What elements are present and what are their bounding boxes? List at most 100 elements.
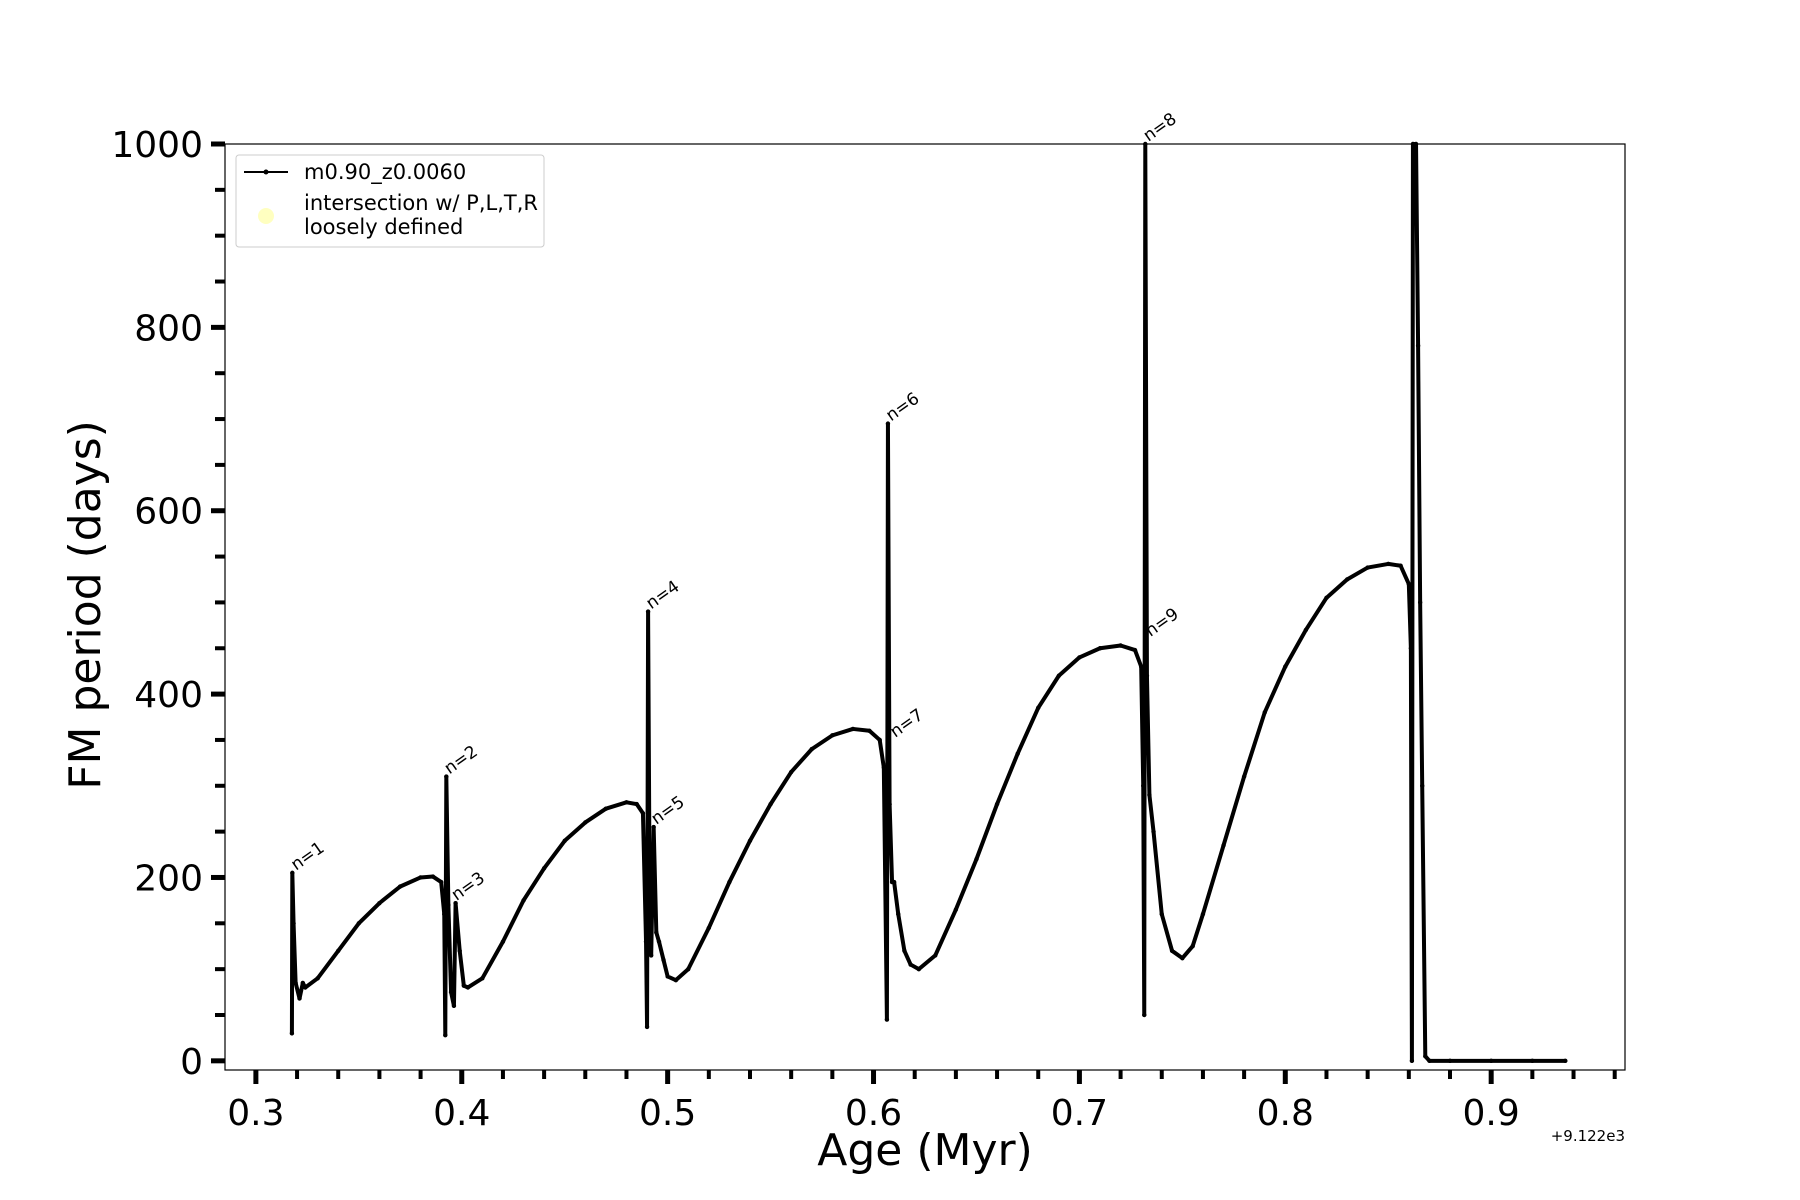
- series-point: [297, 996, 302, 1001]
- series-point: [442, 911, 447, 917]
- y-tick-label: 800: [134, 308, 203, 349]
- legend-box: [235, 154, 545, 248]
- x-tick-label: 0.5: [639, 1093, 696, 1134]
- series-point: [1221, 843, 1226, 848]
- x-tick-label: 0.6: [845, 1093, 902, 1134]
- series-point: [788, 769, 794, 775]
- series-point: [1180, 955, 1185, 961]
- series-point: [300, 980, 306, 986]
- series-point: [521, 898, 526, 903]
- series-point: [885, 421, 891, 426]
- y-tick-label: 1000: [111, 125, 203, 166]
- series-point: [884, 1017, 890, 1022]
- legend-series-marker: [263, 169, 269, 175]
- y-axis-label: FM period (days): [60, 420, 111, 790]
- series-point: [290, 870, 295, 876]
- series-point: [747, 838, 753, 843]
- mode-annotation: n=3: [448, 868, 489, 905]
- series-point: [1142, 1012, 1147, 1018]
- series-point: [647, 875, 652, 880]
- series-point: [443, 1032, 448, 1038]
- series-point: [1132, 647, 1138, 653]
- series-point: [1015, 751, 1020, 756]
- series-line: [289, 142, 1568, 1063]
- series-point: [902, 948, 907, 954]
- y-tick-label: 200: [134, 858, 203, 899]
- series-point: [377, 900, 382, 906]
- series-point: [1143, 141, 1148, 147]
- series-point: [1056, 673, 1062, 678]
- series-point: [881, 765, 887, 770]
- series-point: [706, 925, 712, 931]
- series-point: [1420, 783, 1425, 788]
- series-point: [768, 801, 773, 807]
- series-point: [438, 879, 444, 885]
- series-point: [1563, 1058, 1568, 1064]
- series-point: [1413, 141, 1419, 147]
- series-point: [1036, 705, 1041, 711]
- series-point: [465, 985, 471, 990]
- series-point: [583, 820, 588, 825]
- series-point: [891, 879, 897, 885]
- series-point: [896, 911, 901, 917]
- legend-intersection-label-line2: loosely defined: [304, 215, 463, 239]
- x-axis-offset-label: +9.122e3: [1551, 1127, 1625, 1145]
- series-point: [1200, 911, 1206, 917]
- x-tick-label: 0.8: [1257, 1093, 1314, 1134]
- series-point: [303, 985, 308, 990]
- series-point: [656, 939, 662, 944]
- plot-area: [224, 143, 1626, 1071]
- series-point: [877, 737, 882, 743]
- series-point: [953, 907, 959, 912]
- series-point: [457, 948, 462, 954]
- series-point: [1365, 565, 1370, 570]
- series-point: [654, 930, 659, 935]
- mode-annotation: n=1: [287, 838, 328, 875]
- y-tick-label: 0: [180, 1042, 203, 1083]
- legend-intersection-marker: [258, 208, 274, 224]
- series-point: [291, 921, 296, 926]
- series-point: [1097, 646, 1103, 651]
- legend-series-label: m0.90_z0.0060: [304, 160, 466, 185]
- series-point: [1241, 774, 1247, 779]
- series-point: [1283, 664, 1288, 669]
- mode-annotation: n=8: [1140, 109, 1181, 146]
- x-tick-label: 0.3: [227, 1093, 284, 1134]
- series-point: [480, 976, 485, 981]
- series-point: [974, 856, 979, 862]
- y-tick-label: 400: [134, 675, 203, 716]
- series-point: [1415, 343, 1421, 348]
- series-point: [867, 728, 872, 733]
- series-point: [1138, 664, 1144, 669]
- series-point: [850, 726, 856, 732]
- series-point: [644, 1024, 650, 1030]
- series-point: [1159, 911, 1164, 917]
- series-point: [673, 977, 679, 983]
- x-tick-label: 0.7: [1051, 1093, 1108, 1134]
- series-point: [418, 875, 423, 880]
- mode-annotation: n=4: [643, 577, 684, 614]
- series-point: [1151, 829, 1156, 834]
- series-point: [1324, 595, 1329, 601]
- series-point: [665, 974, 670, 979]
- series-point: [500, 939, 506, 944]
- series-point: [1344, 577, 1350, 582]
- series-point: [908, 962, 913, 967]
- series-point: [446, 902, 451, 908]
- x-axis-ticks: 0.3 0.4 0.5 0.6 0.7 0.8 0.9: [227, 1070, 1617, 1134]
- series-point: [453, 900, 458, 906]
- series-point: [1190, 944, 1195, 949]
- series-point: [1408, 646, 1414, 651]
- series-point: [916, 966, 922, 972]
- series-point: [1303, 627, 1309, 633]
- x-tick-label: 0.4: [433, 1093, 490, 1134]
- series-point: [293, 980, 298, 986]
- series-point: [541, 866, 547, 871]
- mode-annotation: n=5: [648, 792, 689, 829]
- series-point: [1169, 948, 1175, 954]
- series-point: [624, 800, 629, 805]
- series-point: [1406, 581, 1412, 587]
- series-point: [643, 939, 649, 944]
- series-point: [603, 806, 609, 811]
